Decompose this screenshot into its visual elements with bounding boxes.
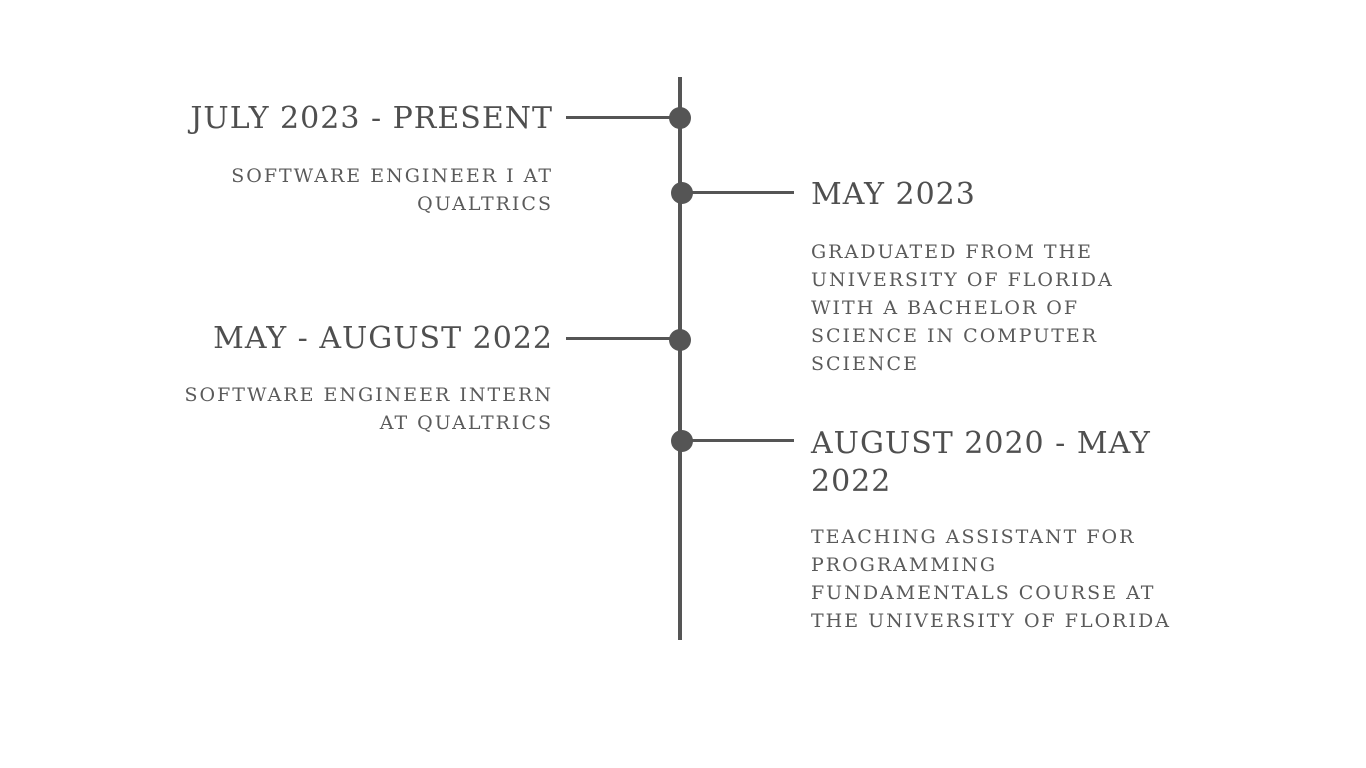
timeline-entry-1-description: SOFTWARE ENGINEER I AT QUALTRICS — [231, 165, 553, 215]
timeline-marker-2 — [671, 182, 693, 204]
timeline-axis — [678, 77, 682, 640]
timeline-marker-1 — [669, 107, 691, 129]
timeline-entry-4-title: AUGUST 2020 - MAY 2022 — [811, 426, 1151, 499]
timeline-connector-4 — [681, 439, 794, 442]
timeline-marker-4 — [671, 430, 693, 452]
timeline-entry-2-title: MAY 2023 — [811, 177, 976, 212]
timeline-entry-3-description: SOFTWARE ENGINEER INTERN AT QUALTRICS — [184, 384, 553, 434]
timeline-entry-2-description: GRADUATED FROM THE UNIVERSITY OF FLORIDA… — [811, 241, 1114, 375]
timeline-entry-1-title: JULY 2023 - PRESENT — [190, 101, 553, 136]
timeline-connector-3 — [566, 337, 679, 340]
timeline-marker-3 — [669, 329, 691, 351]
timeline-connector-1 — [566, 116, 679, 119]
timeline-connector-2 — [681, 191, 794, 194]
timeline-entry-3-title: MAY - AUGUST 2022 — [213, 321, 553, 356]
timeline-entry-4-description: TEACHING ASSISTANT FOR PROGRAMMING FUNDA… — [811, 526, 1171, 632]
